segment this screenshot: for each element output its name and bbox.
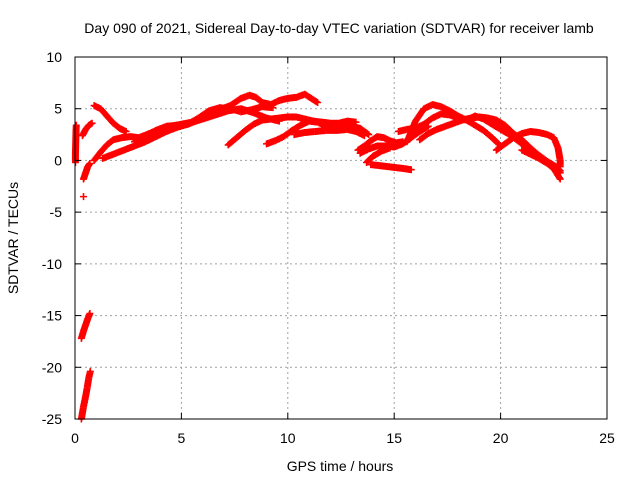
data-point: [86, 367, 94, 375]
data-point-run: [416, 130, 431, 144]
x-tick-label: 15: [386, 430, 402, 446]
x-tick-label: 20: [493, 430, 509, 446]
data-point: [407, 166, 415, 174]
data-point: [86, 310, 94, 318]
series-arc-04: [80, 193, 88, 201]
chart-title: Day 090 of 2021, Sidereal Day-to-day VTE…: [84, 20, 594, 36]
series-arc-22: [518, 146, 564, 183]
data-point-run: [552, 163, 563, 174]
y-tick-label: -5: [50, 204, 63, 220]
data-point-run: [307, 94, 320, 106]
data-point-run: [543, 160, 557, 172]
data-point-run: [280, 127, 295, 141]
data-point: [269, 104, 277, 112]
series-arc-03: [77, 310, 94, 342]
data-point: [72, 121, 80, 129]
data-point-run: [360, 138, 374, 150]
data-point-run: [103, 137, 116, 149]
x-axis-label: GPS time / hours: [287, 458, 394, 474]
data-point-run: [103, 112, 116, 126]
y-tick-label: 10: [46, 49, 62, 65]
data-point-run: [90, 149, 104, 164]
data-point-run: [224, 135, 240, 149]
series-arc-06: [78, 119, 96, 140]
data-point: [386, 144, 394, 152]
data-point-run: [480, 126, 495, 141]
y-tick-label: 5: [54, 101, 62, 117]
series-arc-05: [80, 160, 94, 183]
data-point-run: [403, 119, 419, 146]
data-point-run: [252, 93, 265, 106]
y-tick-label: -20: [42, 359, 62, 375]
y-tick-label: -15: [42, 308, 62, 324]
series-arc-01: [71, 121, 80, 166]
grid-lines: [75, 57, 607, 419]
data-point: [556, 175, 564, 183]
series-arc-09: [99, 90, 322, 162]
x-tick-label: 0: [71, 430, 79, 446]
y-tick-label: -25: [42, 411, 62, 427]
series-arc-16: [363, 144, 394, 166]
series-arc-21: [492, 127, 564, 171]
data-point-run: [501, 121, 516, 137]
series-arc-02: [77, 367, 94, 423]
data-point-run: [301, 90, 314, 102]
data-point-run: [488, 134, 501, 147]
x-tick-label: 5: [178, 430, 186, 446]
data-point-run: [194, 108, 212, 122]
data-point-run: [363, 153, 376, 166]
series-arc-07: [90, 102, 130, 135]
x-tick-label: 25: [599, 430, 615, 446]
series-arc-10: [131, 103, 277, 146]
data-point-run: [97, 105, 110, 119]
y-tick-label: 0: [54, 152, 62, 168]
data-point-run: [354, 143, 367, 154]
y-tick-label: -10: [42, 256, 62, 272]
data-point-run: [84, 161, 93, 171]
data-point-run: [97, 142, 110, 156]
data-point-run: [356, 124, 371, 138]
series-arc-13: [290, 125, 368, 140]
plot-frame: [74, 56, 608, 420]
series-arc-17: [367, 161, 415, 174]
data-point-run: [85, 120, 95, 129]
data-point-run: [501, 135, 516, 148]
data-point: [80, 193, 88, 201]
data-point: [88, 119, 96, 127]
y-axis-label: SDTVAR / TECUs: [5, 182, 21, 294]
data-point-run: [241, 121, 257, 134]
data-point-run: [109, 119, 123, 132]
data-point-run: [420, 115, 435, 128]
data-point-run: [492, 141, 508, 154]
axis-ticks: 0 5 10 15 20 25 -25 -20 -15 -10 -5 0 5 10: [42, 49, 615, 446]
data-point: [314, 99, 322, 107]
data-point: [86, 160, 94, 168]
data-point-run: [411, 106, 427, 125]
data-point-run: [518, 136, 533, 151]
data-point: [360, 132, 368, 140]
data-point-run: [233, 127, 248, 142]
x-tick-label: 10: [280, 430, 296, 446]
data-point: [556, 163, 564, 171]
data-points: [71, 90, 564, 423]
